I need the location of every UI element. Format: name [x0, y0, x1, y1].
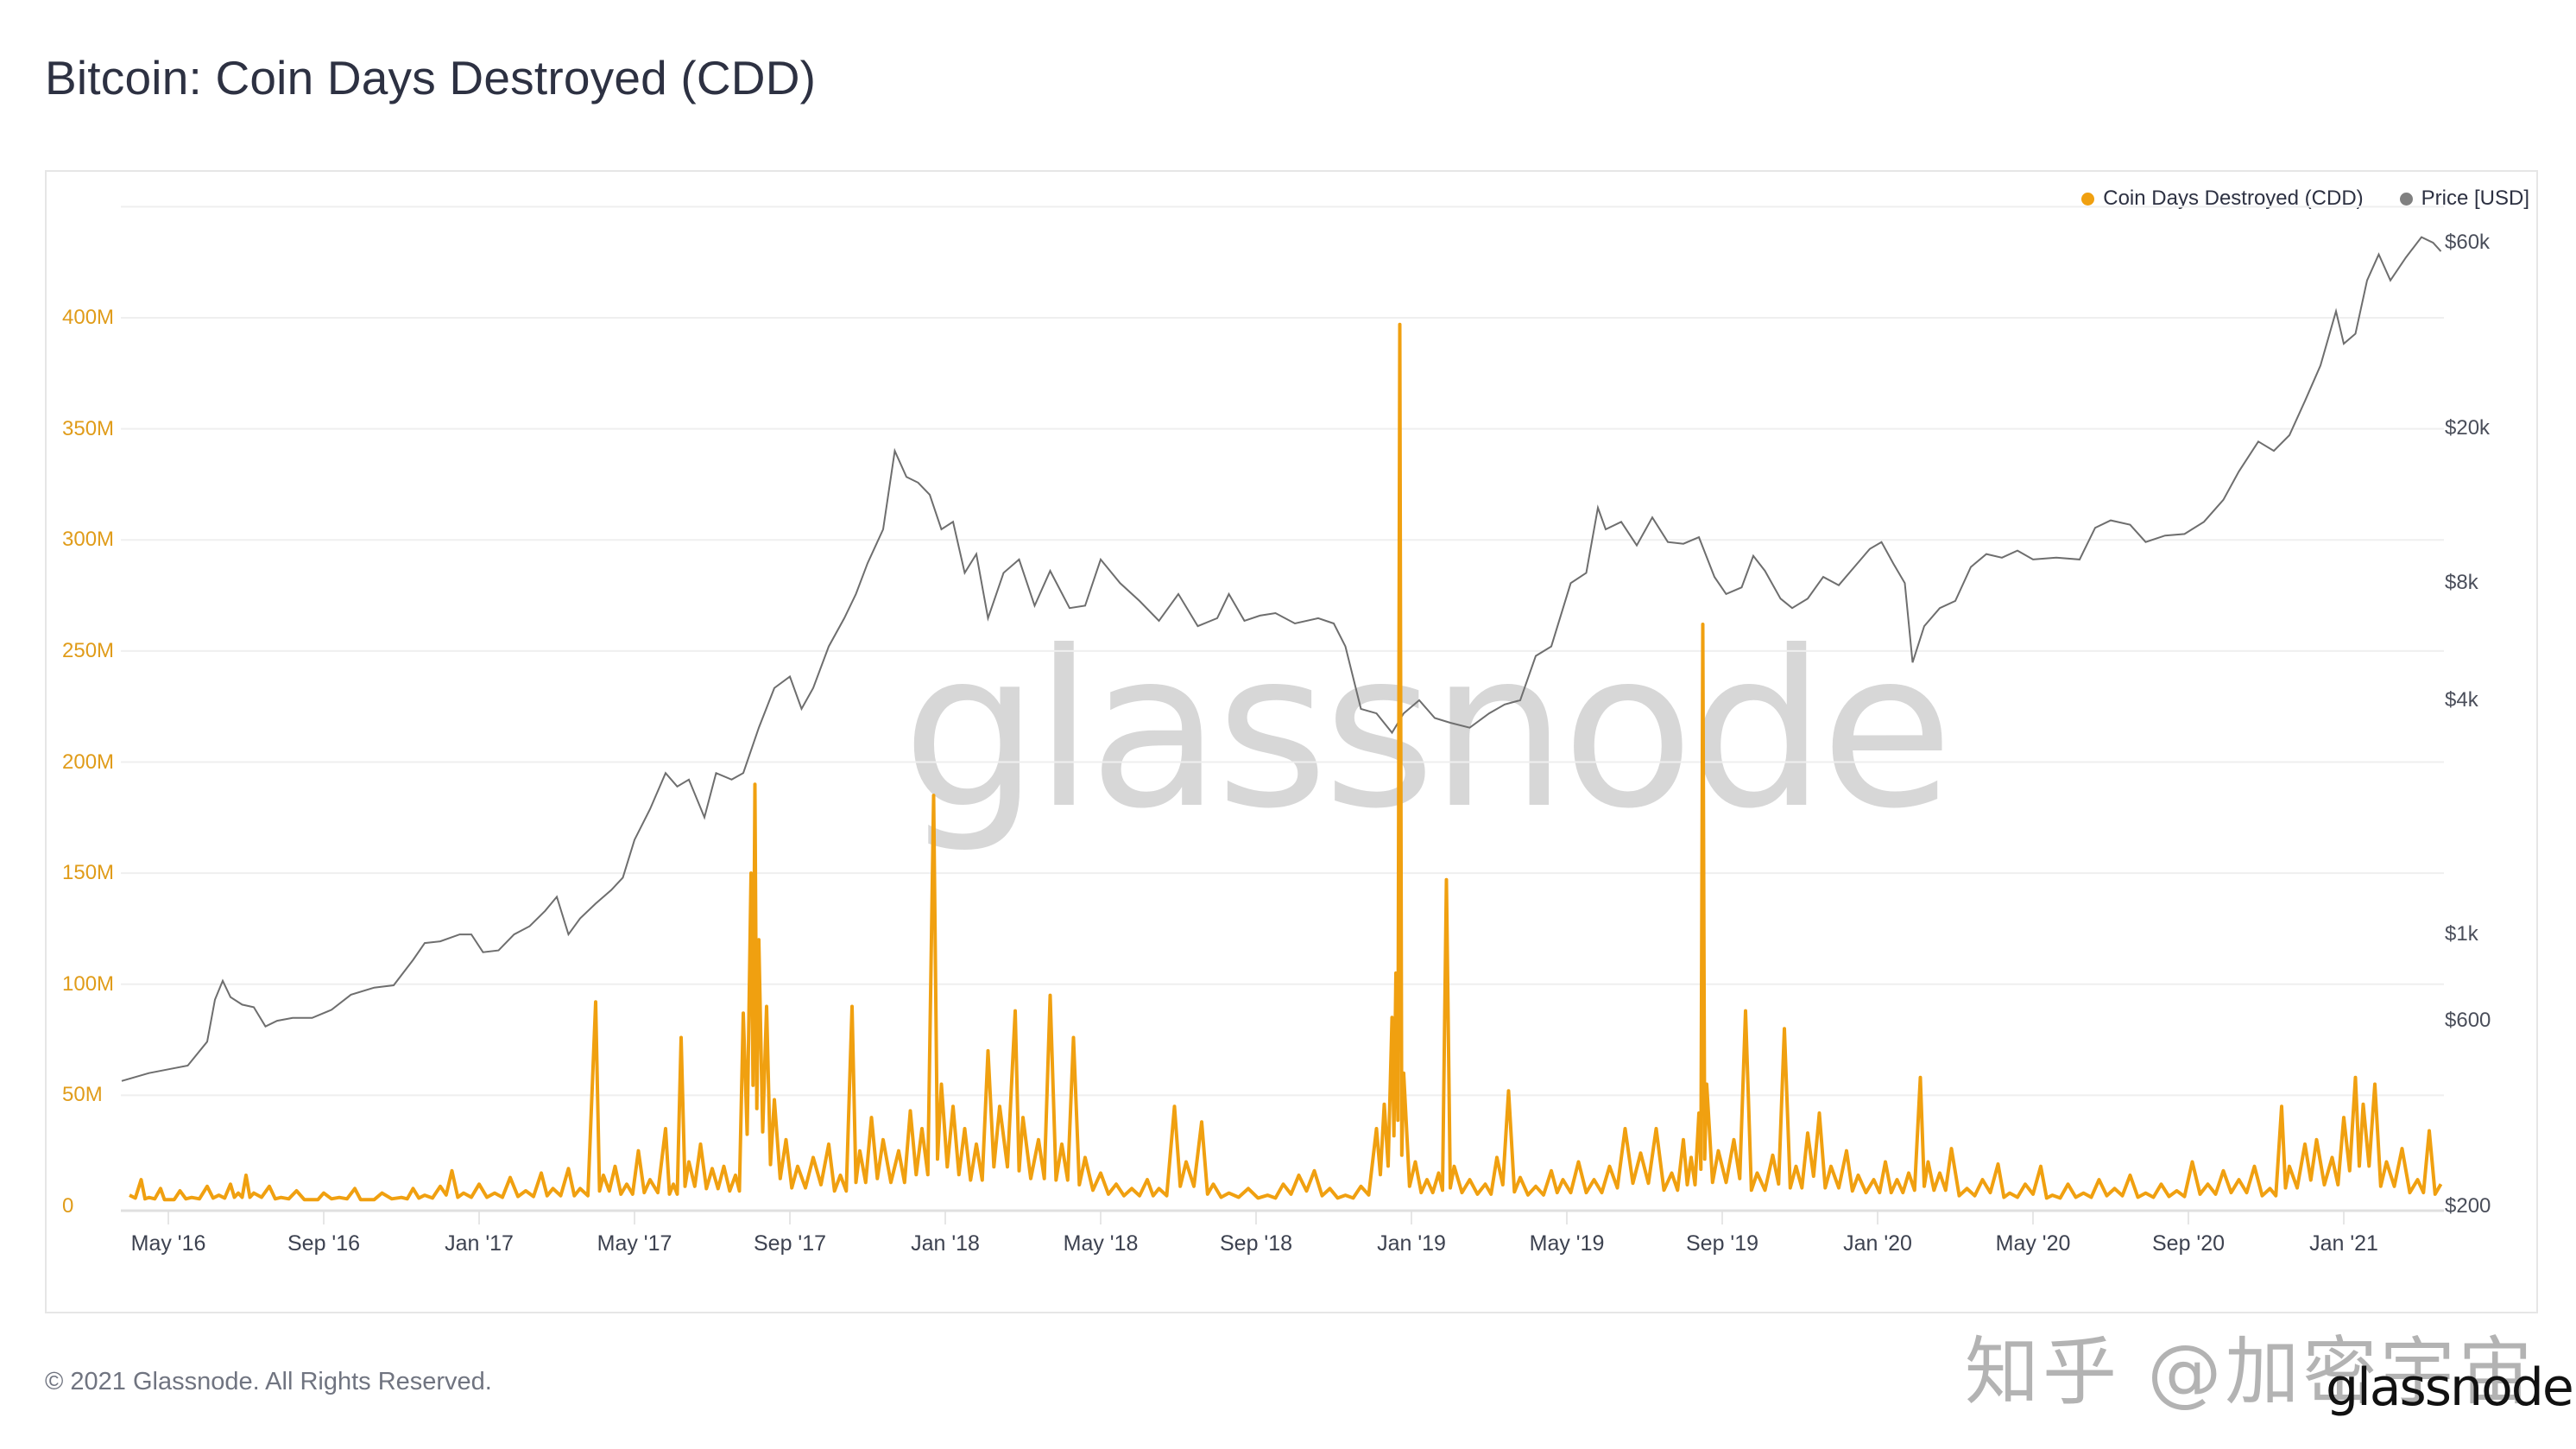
- x-tick-label: Jan '21: [2309, 1231, 2378, 1256]
- page-title: Bitcoin: Coin Days Destroyed (CDD): [45, 51, 817, 104]
- y-left-tick-label: 250M: [62, 638, 115, 662]
- zhihu-watermark: 知乎 @加密宇宙: [1965, 1329, 2536, 1415]
- y-right-tick-label: $600: [2445, 1009, 2491, 1033]
- y-left-tick-label: 150M: [62, 861, 115, 885]
- y-left-tick-label: 350M: [62, 416, 115, 440]
- y-left-tick-label: 300M: [62, 528, 115, 552]
- x-tick-label: May '16: [130, 1231, 206, 1256]
- y-right-tick-label: $20k: [2445, 416, 2491, 440]
- copyright-footer: © 2021 Glassnode. All Rights Reserved.: [45, 1368, 492, 1395]
- y-left-tick-label: 50M: [62, 1083, 103, 1107]
- x-tick-label: Sep '20: [2151, 1231, 2226, 1256]
- y-left-tick-label: 100M: [62, 971, 115, 996]
- x-tick-marks: [167, 1211, 2345, 1224]
- x-tick-label: May '18: [1063, 1231, 1139, 1256]
- y-left-tick-label: 0: [62, 1194, 74, 1218]
- y-right-tick-label: $200: [2445, 1194, 2491, 1218]
- y-right-tick-label: $4k: [2445, 687, 2478, 712]
- gridlines: [121, 206, 2444, 1097]
- x-tick-label: Jan '19: [1377, 1231, 1446, 1256]
- glassnode-logo: glassnode: [2326, 1357, 2574, 1418]
- cdd-dot-icon: [2081, 192, 2095, 206]
- y-right-tick-label: $8k: [2445, 571, 2478, 595]
- price-dot-icon: [2399, 192, 2413, 206]
- price-line: [121, 236, 2442, 1082]
- y-right-tick-label: $1k: [2445, 922, 2478, 946]
- x-tick-label: May '20: [1995, 1231, 2071, 1256]
- x-tick-label: Sep '16: [287, 1231, 361, 1256]
- x-tick-label: Sep '18: [1219, 1231, 1293, 1256]
- x-tick-label: Jan '20: [1843, 1231, 1912, 1256]
- x-tick-label: May '17: [597, 1231, 672, 1256]
- chart-container: [45, 170, 2538, 1313]
- x-tick-label: Jan '18: [911, 1231, 980, 1256]
- y-right-tick-label: $60k: [2445, 231, 2491, 255]
- y-left-tick-label: 200M: [62, 750, 115, 774]
- x-tick-label: Jan '17: [445, 1231, 514, 1256]
- cdd-line: [129, 322, 2443, 1202]
- x-tick-label: Sep '17: [753, 1231, 827, 1256]
- x-tick-label: Sep '19: [1685, 1231, 1759, 1256]
- y-left-tick-label: 400M: [62, 306, 115, 329]
- x-tick-label: May '19: [1529, 1231, 1605, 1256]
